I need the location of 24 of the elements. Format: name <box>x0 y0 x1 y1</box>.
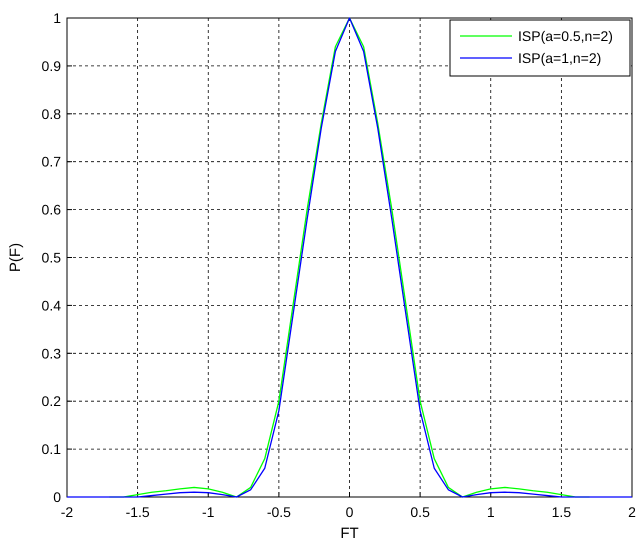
legend-label: ISP(a=0.5,n=2) <box>518 28 613 44</box>
y-tick-label: 0.2 <box>42 393 62 410</box>
y-tick-label: 0.5 <box>42 250 62 266</box>
y-tick-label: 0.1 <box>42 441 62 458</box>
y-tick-label: 0.6 <box>42 202 62 218</box>
y-tick-label: 0.7 <box>42 154 62 170</box>
y-tick-label: 0 <box>53 489 62 505</box>
y-axis-title: P(F) <box>7 242 24 272</box>
x-tick-label: -1 <box>202 504 215 520</box>
x-tick-label: -0.5 <box>266 504 292 520</box>
y-tick-label: 1 <box>53 10 62 26</box>
x-tick-label: 0 <box>346 504 354 520</box>
y-tick-label: 0.3 <box>42 345 62 362</box>
legend-label: ISP(a=1,n=2) <box>518 50 602 66</box>
x-tick-label: 1 <box>486 504 495 520</box>
y-tick-label: 0.8 <box>42 106 62 122</box>
y-tick-label: 0.9 <box>42 58 62 74</box>
x-tick-label: 1.5 <box>552 504 572 520</box>
x-tick-label: 0.5 <box>410 504 430 520</box>
y-tick-label: 0.4 <box>42 297 62 314</box>
x-tick-label: 2 <box>628 504 636 520</box>
x-tick-label: -2 <box>60 504 74 520</box>
x-tick-label: -1.5 <box>126 504 150 520</box>
x-axis-title: FT <box>340 525 359 542</box>
